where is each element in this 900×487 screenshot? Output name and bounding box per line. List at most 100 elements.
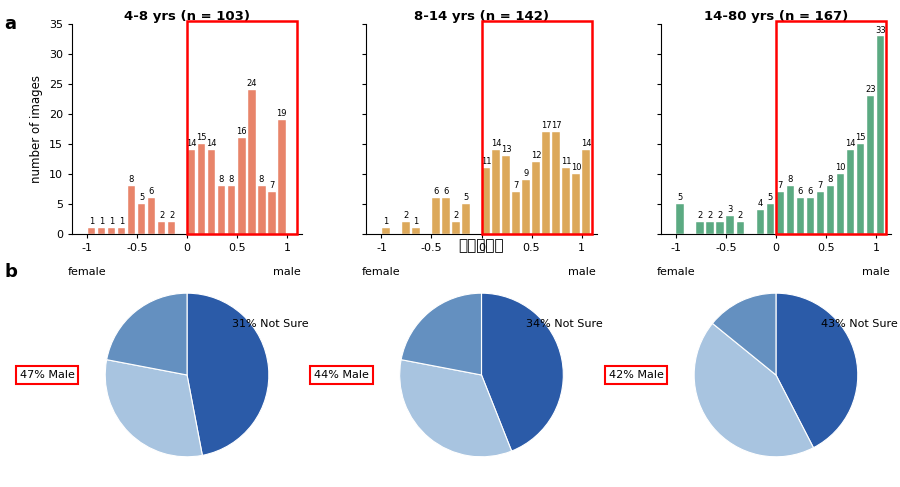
- Bar: [412, 228, 420, 234]
- Bar: [382, 228, 390, 234]
- Text: 5: 5: [678, 193, 683, 202]
- Bar: [726, 216, 734, 234]
- Text: 4: 4: [758, 199, 763, 208]
- Text: 5: 5: [139, 193, 144, 202]
- Bar: [806, 198, 814, 234]
- Bar: [796, 198, 805, 234]
- Text: 17: 17: [551, 121, 562, 130]
- Text: 14: 14: [206, 139, 217, 148]
- Bar: [502, 156, 510, 234]
- Text: 16: 16: [236, 127, 247, 136]
- Bar: [208, 150, 215, 234]
- Bar: [462, 204, 470, 234]
- Text: 11: 11: [561, 157, 572, 166]
- Bar: [572, 174, 580, 234]
- Text: 10: 10: [571, 163, 581, 172]
- Bar: [167, 222, 176, 234]
- Bar: [677, 204, 684, 234]
- Bar: [452, 222, 460, 234]
- Text: 6: 6: [444, 187, 449, 196]
- Bar: [228, 186, 236, 234]
- Bar: [777, 192, 785, 234]
- Text: 14: 14: [845, 139, 856, 148]
- Bar: [877, 37, 885, 234]
- Bar: [492, 150, 500, 234]
- Text: a: a: [4, 15, 16, 33]
- Text: 8: 8: [129, 175, 134, 184]
- Bar: [128, 186, 136, 234]
- Text: 47% Male: 47% Male: [20, 370, 75, 380]
- Bar: [248, 90, 256, 234]
- Bar: [706, 222, 715, 234]
- Bar: [582, 150, 590, 234]
- Bar: [238, 138, 246, 234]
- Text: 43% Not Sure: 43% Not Sure: [821, 319, 897, 329]
- Text: 6: 6: [433, 187, 438, 196]
- Text: 7: 7: [269, 181, 274, 190]
- Text: male: male: [274, 267, 301, 277]
- Bar: [432, 198, 440, 234]
- Text: 1: 1: [109, 217, 114, 226]
- Wedge shape: [400, 360, 511, 457]
- Text: 1: 1: [383, 217, 389, 226]
- Bar: [532, 162, 540, 234]
- Bar: [512, 192, 520, 234]
- Text: 2: 2: [738, 211, 743, 220]
- Bar: [857, 144, 865, 234]
- Title: 4-8 yrs (n = 103): 4-8 yrs (n = 103): [124, 10, 250, 23]
- Text: female: female: [68, 267, 106, 277]
- Text: 3: 3: [728, 205, 733, 214]
- Bar: [736, 222, 744, 234]
- Text: female: female: [657, 267, 696, 277]
- Text: 7: 7: [513, 181, 518, 190]
- Text: 34% Not Sure: 34% Not Sure: [526, 319, 603, 329]
- Wedge shape: [187, 293, 269, 455]
- Text: 2: 2: [707, 211, 713, 220]
- Text: 2: 2: [403, 211, 409, 220]
- Bar: [148, 198, 156, 234]
- Text: 性別の評価: 性別の評価: [459, 239, 504, 253]
- Bar: [867, 96, 875, 234]
- Bar: [87, 228, 95, 234]
- Bar: [187, 150, 195, 234]
- Text: 31% Not Sure: 31% Not Sure: [232, 319, 309, 329]
- Bar: [562, 168, 570, 234]
- Bar: [402, 222, 410, 234]
- Text: 6: 6: [808, 187, 814, 196]
- Text: male: male: [568, 267, 596, 277]
- Wedge shape: [694, 323, 814, 457]
- Text: 6: 6: [148, 187, 154, 196]
- Text: 8: 8: [219, 175, 224, 184]
- Text: 9: 9: [524, 169, 528, 178]
- Bar: [522, 180, 530, 234]
- Text: 2: 2: [454, 211, 459, 220]
- Text: 33: 33: [875, 25, 886, 35]
- Bar: [198, 144, 205, 234]
- Text: 7: 7: [818, 181, 824, 190]
- Text: 2: 2: [159, 211, 164, 220]
- Bar: [836, 174, 844, 234]
- Bar: [542, 132, 550, 234]
- Wedge shape: [401, 293, 482, 375]
- Text: 24: 24: [247, 79, 256, 88]
- Bar: [847, 150, 854, 234]
- Text: 5: 5: [464, 193, 469, 202]
- Text: 12: 12: [531, 151, 541, 160]
- Text: 2: 2: [169, 211, 174, 220]
- Text: 8: 8: [788, 175, 793, 184]
- Text: 13: 13: [500, 145, 511, 154]
- Text: 11: 11: [481, 157, 491, 166]
- Text: 10: 10: [835, 163, 846, 172]
- Title: 14-80 yrs (n = 167): 14-80 yrs (n = 167): [704, 10, 848, 23]
- Wedge shape: [105, 360, 202, 457]
- Text: 8: 8: [259, 175, 265, 184]
- Text: 44% Male: 44% Male: [314, 370, 369, 380]
- Text: 14: 14: [580, 139, 591, 148]
- Bar: [787, 186, 795, 234]
- Bar: [482, 168, 490, 234]
- Text: 17: 17: [541, 121, 552, 130]
- Bar: [757, 210, 764, 234]
- Text: 5: 5: [768, 193, 773, 202]
- Text: 1: 1: [413, 217, 418, 226]
- Bar: [442, 198, 450, 234]
